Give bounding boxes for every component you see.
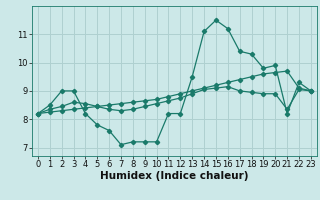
X-axis label: Humidex (Indice chaleur): Humidex (Indice chaleur)	[100, 171, 249, 181]
